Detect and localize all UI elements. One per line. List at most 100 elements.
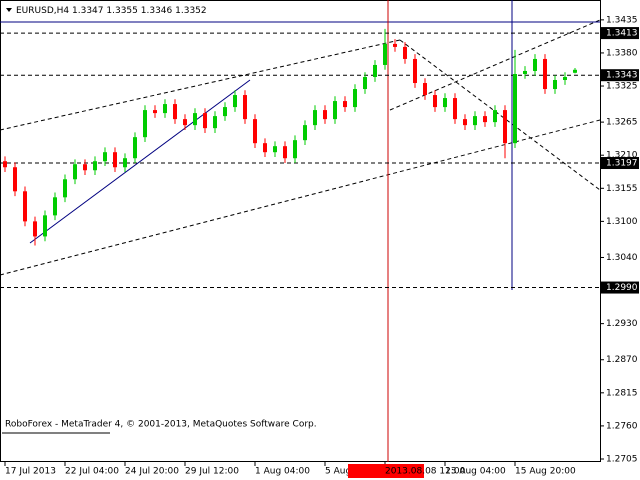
candle-body bbox=[183, 119, 187, 126]
candle-body bbox=[233, 95, 237, 108]
candle-body bbox=[343, 101, 347, 108]
y-tick-label: 1.3210 bbox=[606, 151, 638, 161]
x-tick-label: 29 Jul 12:00 bbox=[185, 467, 239, 477]
candle-body bbox=[93, 161, 97, 171]
candle-body bbox=[173, 104, 177, 120]
plot-frame bbox=[0, 0, 601, 462]
y-tick-label: 1.3435 bbox=[606, 15, 638, 25]
x-tick-label: 17 Jul 2013 bbox=[5, 467, 56, 477]
y-tick-label: 1.2930 bbox=[606, 319, 638, 329]
candle-body bbox=[203, 113, 207, 129]
candle-body bbox=[73, 164, 77, 180]
trend-line bbox=[0, 119, 601, 276]
y-tick-label: 1.2760 bbox=[606, 421, 638, 431]
candle-body bbox=[123, 158, 127, 168]
candle-body bbox=[103, 152, 107, 162]
candle-body bbox=[443, 98, 447, 108]
x-label-highlight bbox=[348, 464, 424, 478]
candle-body bbox=[63, 179, 67, 198]
level-box bbox=[601, 27, 639, 40]
candle-body bbox=[223, 107, 227, 117]
x-tick-label: 1 Aug 04:00 bbox=[255, 467, 310, 477]
candle-body bbox=[553, 80, 557, 90]
candle-body bbox=[483, 116, 487, 123]
candle-body bbox=[83, 164, 87, 171]
y-tick-label: 1.3380 bbox=[606, 48, 638, 58]
x-tick-label: 15 Aug 20:00 bbox=[515, 467, 576, 477]
candle-body bbox=[323, 110, 327, 120]
candle-body bbox=[133, 137, 137, 159]
candle-body bbox=[463, 119, 467, 126]
y-tick-label: 1.3325 bbox=[606, 82, 638, 92]
candle-body bbox=[513, 73, 517, 144]
candle-body bbox=[113, 152, 117, 168]
candle-body bbox=[363, 77, 367, 90]
candle-body bbox=[33, 221, 37, 237]
candle-body bbox=[503, 110, 507, 144]
candle-body bbox=[23, 191, 27, 222]
y-tick-label: 1.3040 bbox=[606, 253, 638, 263]
last-low: 1.3346 bbox=[141, 6, 173, 16]
level-label: 1.3413 bbox=[606, 29, 638, 39]
x-tick-label: 13 Aug 04:00 bbox=[445, 467, 506, 477]
x-tick-label: 22 Jul 04:00 bbox=[65, 467, 119, 477]
candle-body bbox=[523, 70, 527, 74]
x-tick-label: 2013.08.08 12:00 bbox=[385, 467, 466, 477]
candle-body bbox=[243, 95, 247, 120]
y-tick-label: 1.2870 bbox=[606, 355, 638, 365]
trend-line bbox=[0, 39, 401, 131]
candle-body bbox=[273, 146, 277, 153]
last-close: 1.3352 bbox=[175, 6, 207, 16]
y-tick-label: 1.3155 bbox=[606, 184, 638, 194]
candle-body bbox=[453, 98, 457, 120]
level-label: 1.2990 bbox=[606, 283, 638, 293]
symbol: EURUSD,H4 bbox=[16, 6, 69, 16]
candle-body bbox=[393, 43, 397, 47]
trend-line bbox=[29, 79, 251, 244]
level-label: 1.3197 bbox=[606, 159, 638, 169]
candle-body bbox=[353, 89, 357, 108]
candle-body bbox=[493, 110, 497, 123]
candle-body bbox=[53, 197, 57, 216]
candle-body bbox=[333, 101, 337, 120]
candle-body bbox=[383, 43, 387, 65]
last-open: 1.3347 bbox=[72, 6, 104, 16]
candle-body bbox=[373, 64, 377, 77]
level-box bbox=[601, 281, 639, 294]
candle-body bbox=[193, 113, 197, 126]
candle-body bbox=[3, 161, 7, 168]
y-tick-label: 1.3100 bbox=[606, 217, 638, 227]
candle-body bbox=[563, 77, 567, 81]
last-high: 1.3355 bbox=[106, 6, 138, 16]
candle-body bbox=[293, 140, 297, 159]
footer: RoboForex - MetaTrader 4, © 2001-2013, M… bbox=[5, 420, 317, 430]
candle-body bbox=[473, 116, 477, 126]
menu-icon bbox=[6, 8, 12, 12]
candle-body bbox=[213, 116, 217, 129]
x-tick-label: 5 Aug bbox=[325, 467, 351, 477]
chart-title: EURUSD,H4 1.3347 1.3355 1.3346 1.3352 bbox=[16, 6, 207, 16]
y-tick-label: 1.2815 bbox=[606, 388, 638, 398]
candle-body bbox=[43, 215, 47, 237]
candle-body bbox=[13, 167, 17, 192]
candle-body bbox=[143, 110, 147, 138]
x-tick-label: 24 Jul 20:00 bbox=[125, 467, 179, 477]
candle-body bbox=[253, 119, 257, 144]
y-tick-label: 1.3265 bbox=[606, 118, 638, 128]
candle-body bbox=[413, 58, 417, 84]
candle-body bbox=[303, 125, 307, 141]
candle-body bbox=[573, 69, 577, 73]
level-box bbox=[601, 69, 639, 82]
y-tick-label: 1.2705 bbox=[606, 454, 638, 464]
candle-body bbox=[403, 46, 407, 59]
candle-body bbox=[533, 58, 537, 71]
candle-body bbox=[313, 110, 317, 126]
candle-body bbox=[153, 110, 157, 114]
candle-body bbox=[163, 104, 167, 114]
candle-body bbox=[433, 95, 437, 108]
candle-body bbox=[263, 143, 267, 153]
candle-body bbox=[543, 58, 547, 90]
level-box bbox=[601, 157, 639, 170]
level-label: 1.3343 bbox=[606, 71, 638, 81]
